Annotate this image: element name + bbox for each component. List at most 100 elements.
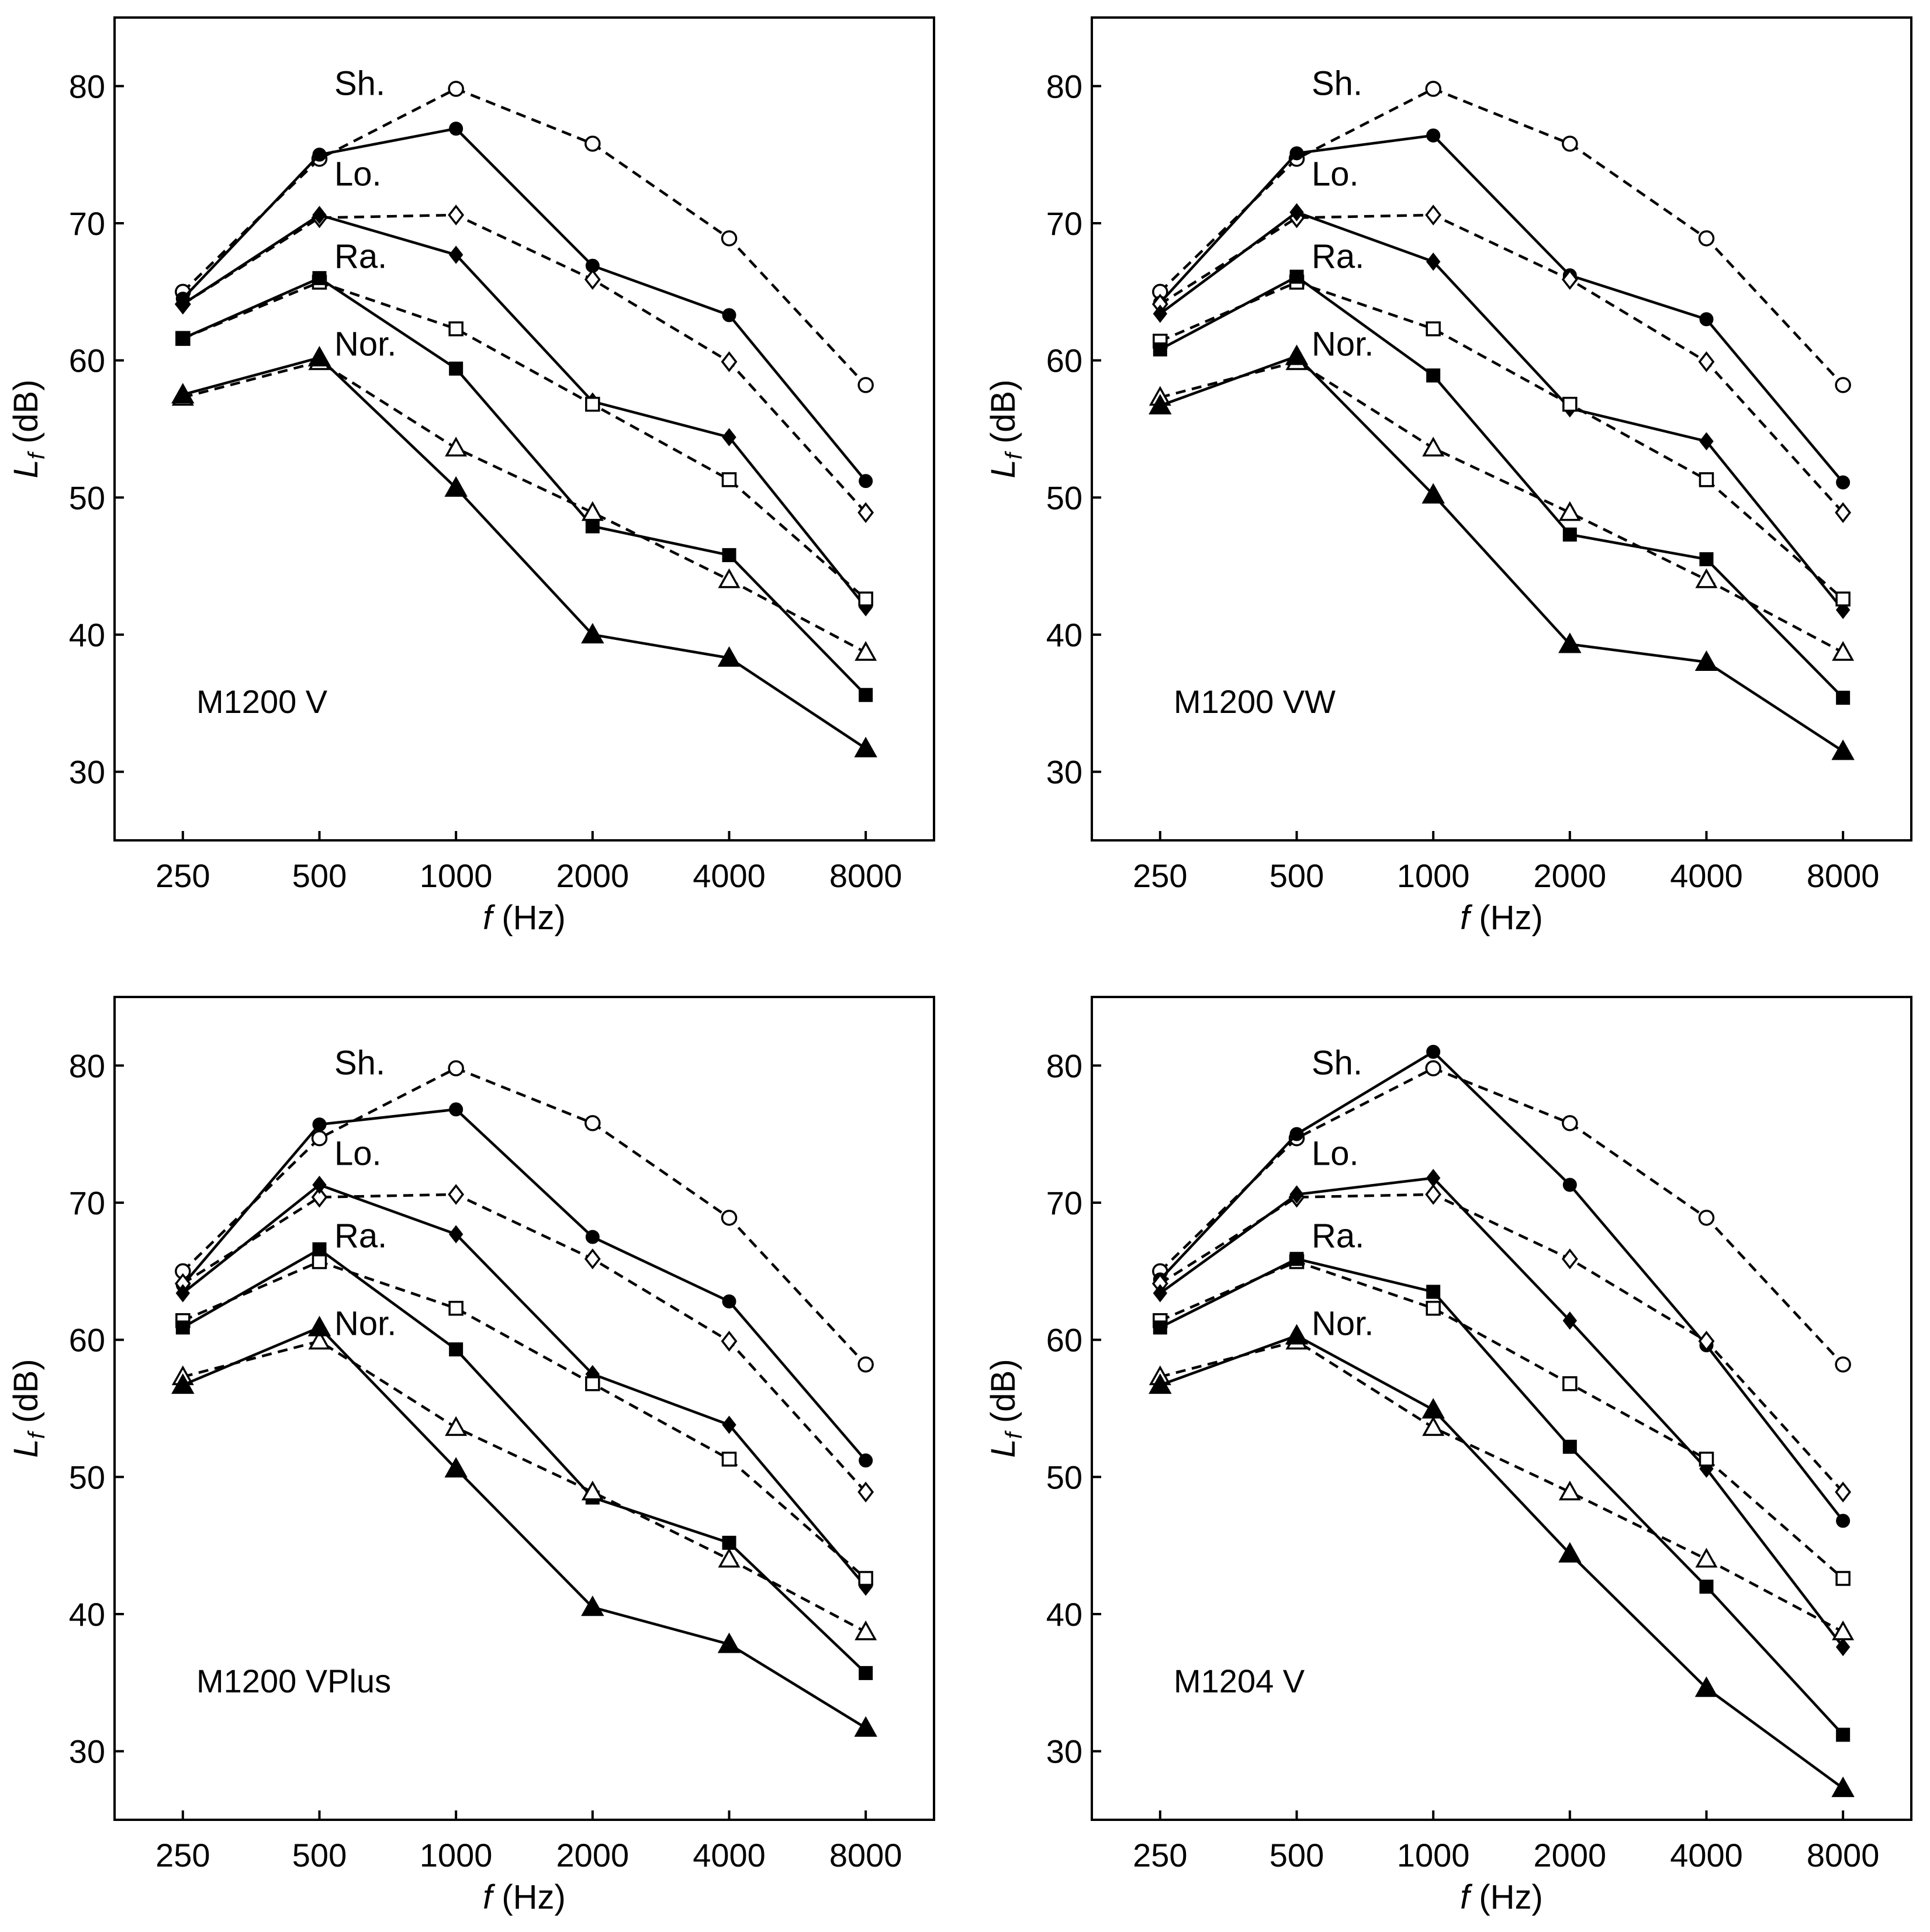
marker-circle-open xyxy=(857,377,874,393)
marker-square-filled xyxy=(859,1666,873,1680)
marker-triangle-open xyxy=(1695,1547,1718,1568)
series-line xyxy=(1159,1050,1844,1522)
series-nor-measured xyxy=(171,1315,877,1737)
y-tick-label: 40 xyxy=(1046,617,1082,653)
marker-diamond-open xyxy=(721,1331,738,1352)
x-tick-label: 250 xyxy=(1133,1837,1187,1874)
marker-square-open xyxy=(585,397,600,412)
marker-triangle-filled xyxy=(717,1632,741,1653)
series-line xyxy=(1159,275,1844,699)
x-tick-label: 8000 xyxy=(1807,1837,1880,1874)
marker-diamond-open xyxy=(857,1481,874,1502)
marker-triangle-open xyxy=(1695,568,1718,588)
marker-diamond-open xyxy=(1835,502,1852,523)
marker-triangle-filled xyxy=(581,1595,604,1616)
marker-triangle-open xyxy=(581,1480,604,1501)
marker-square-open xyxy=(1426,321,1441,337)
series-label-nor: Nor. xyxy=(1312,1305,1374,1343)
marker-square-filled xyxy=(1153,1320,1167,1335)
series-label-ra: Ra. xyxy=(334,1217,387,1255)
marker-triangle-open xyxy=(855,640,877,661)
series-line xyxy=(182,1325,867,1729)
marker-square-filled xyxy=(1562,527,1577,542)
marker-triangle-filled xyxy=(307,1315,331,1337)
series-ra-reference xyxy=(175,275,873,607)
marker-diamond-filled xyxy=(1153,304,1168,323)
y-tick-label: 40 xyxy=(69,617,105,653)
marker-circle-filled xyxy=(1836,475,1851,490)
x-tick-label: 1000 xyxy=(420,1837,493,1874)
y-axis-symbol: L xyxy=(984,1439,1022,1457)
marker-diamond-open xyxy=(1425,1184,1442,1205)
series-line xyxy=(1160,360,1844,654)
x-axis-label: f (Hz) xyxy=(1460,899,1543,937)
marker-circle-open xyxy=(1835,1356,1851,1373)
marker-square-filled xyxy=(1699,552,1714,566)
series-label-ra: Ra. xyxy=(334,237,387,275)
y-axis-label: Lf (dB) xyxy=(7,1359,50,1457)
marker-circle-open xyxy=(584,136,601,152)
marker-diamond-filled xyxy=(312,206,327,224)
series-line xyxy=(182,1248,867,1674)
y-tick-label: 60 xyxy=(69,342,105,379)
marker-triangle-filled xyxy=(1831,739,1855,760)
series-nor-reference xyxy=(1149,350,1855,661)
series-nor-reference xyxy=(171,1329,877,1640)
marker-circle-open xyxy=(1562,136,1578,152)
marker-triangle-filled xyxy=(1831,1776,1855,1798)
marker-diamond-filled xyxy=(1562,1311,1578,1330)
y-axis-label: Lf (dB) xyxy=(984,1359,1027,1457)
marker-square-filled xyxy=(175,1320,190,1335)
y-axis-unit: (dB) xyxy=(7,1359,45,1432)
marker-circle-filled xyxy=(859,1453,873,1468)
series-nor-reference xyxy=(1149,1329,1855,1640)
marker-square-filled xyxy=(1562,1439,1577,1454)
marker-circle-filled xyxy=(585,1230,600,1244)
marker-circle-open xyxy=(721,1210,738,1226)
marker-circle-open xyxy=(448,81,464,97)
marker-square-open xyxy=(312,1254,327,1269)
series-nor-measured xyxy=(1149,344,1855,760)
y-tick-label: 80 xyxy=(69,68,105,105)
marker-circle-filled xyxy=(1289,1127,1304,1141)
marker-diamond-filled xyxy=(722,1415,736,1434)
marker-triangle-open xyxy=(718,568,741,588)
x-tick-label: 1000 xyxy=(1397,857,1470,894)
marker-circle-filled xyxy=(1289,146,1304,161)
plot-frame xyxy=(1091,16,1912,842)
series-label-nor: Nor. xyxy=(1312,326,1374,363)
marker-triangle-filled xyxy=(1285,344,1309,365)
series-ra-reference xyxy=(1153,1254,1851,1586)
series-label-nor: Nor. xyxy=(334,1305,396,1343)
series-lo-reference xyxy=(1151,205,1852,523)
marker-square-filled xyxy=(1289,269,1304,284)
marker-triangle-open xyxy=(445,437,468,457)
series-line xyxy=(182,1108,867,1462)
series-line xyxy=(1159,1260,1844,1580)
marker-square-filled xyxy=(312,1242,327,1256)
x-tick-label: 2000 xyxy=(1534,857,1607,894)
series-label-ra: Ra. xyxy=(1312,237,1364,275)
series-lo-measured xyxy=(1153,1169,1851,1656)
marker-diamond-open xyxy=(1698,1331,1715,1352)
series-line xyxy=(182,1183,867,1588)
marker-diamond-filled xyxy=(722,428,736,446)
marker-square-open xyxy=(1562,1376,1578,1391)
marker-diamond-open xyxy=(721,351,738,372)
marker-circle-open xyxy=(1425,81,1441,97)
marker-triangle-open xyxy=(308,1329,331,1350)
marker-triangle-open xyxy=(581,501,604,521)
x-tick-label: 4000 xyxy=(1670,857,1743,894)
marker-triangle-open xyxy=(855,1620,877,1640)
series-label-ra: Ra. xyxy=(1312,1217,1364,1255)
series-line xyxy=(182,276,867,696)
y-tick-label: 80 xyxy=(69,1047,105,1084)
marker-square-open xyxy=(448,321,464,337)
panel-label: M1200 VW xyxy=(1174,683,1336,720)
series-sh-measured xyxy=(1153,1044,1851,1528)
x-tick-label: 4000 xyxy=(1670,1837,1743,1874)
series-sh-measured xyxy=(175,122,873,489)
marker-triangle-filled xyxy=(171,383,195,404)
marker-square-filled xyxy=(722,548,736,562)
y-axis-unit: (dB) xyxy=(984,379,1022,453)
